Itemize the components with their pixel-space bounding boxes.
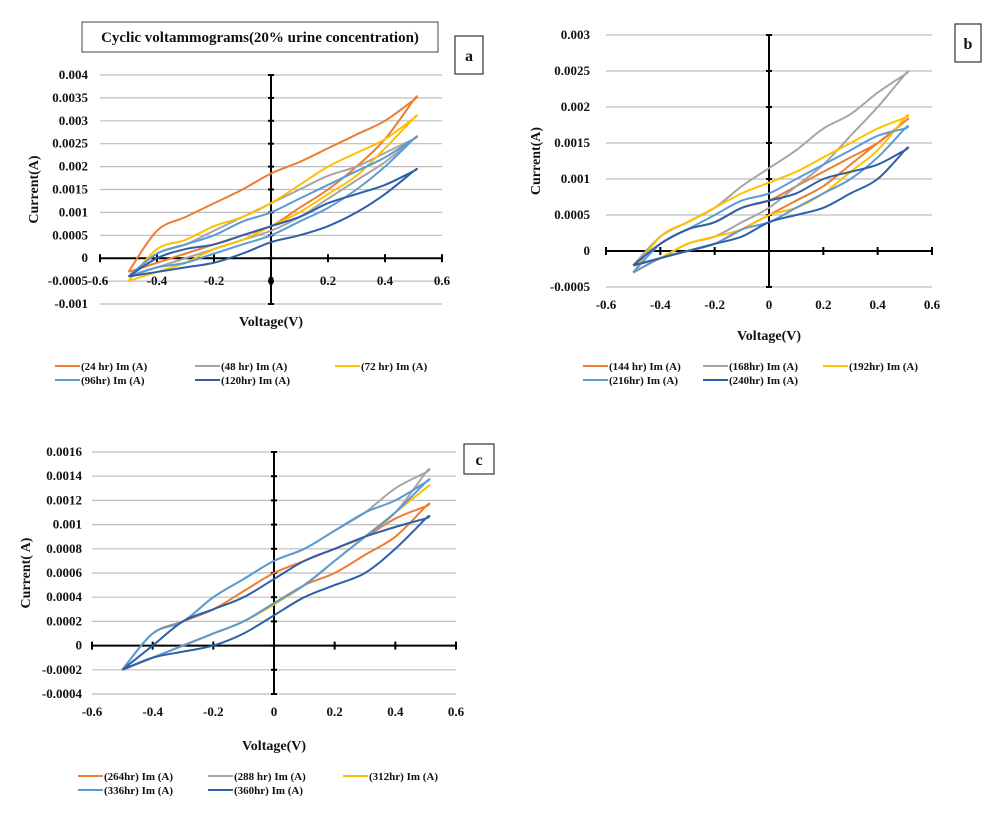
y-tick-label: 0 <box>82 250 89 265</box>
y-tick-label: 0.0006 <box>46 565 82 580</box>
chart-title-box <box>81 21 439 53</box>
chart-a: -0.001 -0.0005 0 0.0005 0.001 0.0015 0.002 0.00… <box>27 21 484 387</box>
x-tick-label: 0 <box>271 704 278 719</box>
x-tick-label: 0.2 <box>320 273 336 288</box>
x-tick-label: 0.4 <box>377 273 394 288</box>
y-tick-label: -0.0004 <box>42 686 83 701</box>
legend-label: (72 hr) Im (A) <box>361 361 428 373</box>
y-tick-label: 0 <box>76 638 83 653</box>
y-axis-title: Current(A) <box>529 127 544 196</box>
legend-label: (168hr) Im (A) <box>729 361 798 373</box>
series-line <box>632 70 910 267</box>
y-tick-label: 0 <box>584 243 591 258</box>
y-tick-label: 0.0015 <box>554 135 590 150</box>
y-tick-label: -0.001 <box>54 296 88 311</box>
y-tick-label: 0.004 <box>59 67 89 82</box>
x-tick-label: -0.6 <box>82 704 103 719</box>
x-tick-label: 0.2 <box>327 704 343 719</box>
series-line <box>121 467 431 671</box>
x-tick-label: -0.4 <box>142 704 163 719</box>
x-tick-label: -0.2 <box>204 273 225 288</box>
legend-label: (216hr) Im (A) <box>609 375 678 387</box>
chart-c: -0.0004 -0.0002 0 0.0002 0.0004 0.0006 0.0008 0… <box>19 443 495 797</box>
y-tick-label: 0.002 <box>561 99 590 114</box>
y-tick-label: 0.001 <box>561 171 590 186</box>
series-line <box>127 135 419 278</box>
y-tick-label: 0.0004 <box>46 589 82 604</box>
x-axis-title: Voltage(V) <box>242 739 306 754</box>
panel-label: a <box>465 48 473 65</box>
legend-label: (120hr) Im (A) <box>221 375 290 387</box>
y-tick-label: 0.0014 <box>46 468 82 483</box>
legend-label: (336hr) Im (A) <box>104 785 173 797</box>
panel-label: c <box>475 452 482 469</box>
series-line <box>121 514 431 671</box>
legend-label: (96hr) Im (A) <box>81 375 145 387</box>
x-tick-label: 0 <box>766 297 773 312</box>
x-tick-label: -0.4 <box>147 273 168 288</box>
y-tick-label: 0.003 <box>59 113 89 128</box>
legend-label: (144 hr) Im (A) <box>609 361 681 373</box>
y-axis-title: Current( A) <box>19 537 34 608</box>
series-line <box>632 113 910 274</box>
x-tick-label: 0.6 <box>434 273 451 288</box>
panel-label-box <box>454 35 484 75</box>
series-line <box>127 95 419 273</box>
legend-label: (192hr) Im (A) <box>849 361 918 373</box>
y-axis-title: Current(A) <box>27 155 42 224</box>
x-tick-label: -0.6 <box>88 273 109 288</box>
series-line <box>127 114 419 283</box>
y-tick-label: 0.0016 <box>46 444 82 459</box>
legend-label: (240hr) Im (A) <box>729 375 798 387</box>
x-tick-label: -0.6 <box>596 297 617 312</box>
legend-label: (360hr) Im (A) <box>234 785 303 797</box>
panel-label: b <box>964 36 973 53</box>
x-axis-title: Voltage(V) <box>737 329 801 344</box>
panel-label-box <box>463 443 495 475</box>
chart-b: -0.0005 0 0.0005 0.001 0.0015 0.002 0.0025 0.00… <box>529 23 982 387</box>
x-tick-label: 0.2 <box>815 297 831 312</box>
chart-title: Cyclic voltammograms(20% urine concentra… <box>101 30 419 46</box>
y-tick-label: 0.0025 <box>52 136 88 151</box>
series-line <box>632 146 910 267</box>
y-tick-label: -0.0005 <box>550 279 591 294</box>
y-tick-label: 0.0015 <box>52 182 88 197</box>
series-line <box>127 135 419 278</box>
y-tick-label: -0.0005 <box>48 273 89 288</box>
y-tick-label: 0.0002 <box>46 613 82 628</box>
legend-label: (48 hr) Im (A) <box>221 361 288 373</box>
x-tick-label: -0.2 <box>203 704 224 719</box>
y-tick-label: 0.0035 <box>52 90 88 105</box>
series-line <box>632 125 910 274</box>
legend-label: (288 hr) Im (A) <box>234 771 306 783</box>
y-tick-label: 0.001 <box>53 517 82 532</box>
legend-label: (24 hr) Im (A) <box>81 361 148 373</box>
x-tick-label: 0.6 <box>924 297 941 312</box>
x-tick-label: -0.4 <box>650 297 671 312</box>
y-tick-label: 0.0008 <box>46 541 82 556</box>
y-tick-label: 0.0005 <box>554 207 590 222</box>
y-tick-label: 0.003 <box>561 27 591 42</box>
x-tick-label: -0.2 <box>704 297 725 312</box>
x-tick-label: 0.6 <box>448 704 465 719</box>
series-line <box>121 478 431 671</box>
series-line <box>127 167 419 278</box>
y-tick-label: 0.0005 <box>52 227 88 242</box>
y-tick-label: 0.001 <box>59 204 88 219</box>
x-tick-label: 0.4 <box>387 704 404 719</box>
y-tick-label: 0.0012 <box>46 492 82 507</box>
y-tick-label: 0.0025 <box>554 63 590 78</box>
legend-label: (264hr) Im (A) <box>104 771 173 783</box>
y-tick-label: -0.0002 <box>42 662 82 677</box>
x-axis-title: Voltage(V) <box>239 315 303 330</box>
x-tick-label: 0.4 <box>870 297 887 312</box>
y-tick-label: 0.002 <box>59 159 88 174</box>
legend-label: (312hr) Im (A) <box>369 771 438 783</box>
x-tick-label: 0 <box>268 273 275 288</box>
panel-label-box <box>954 23 982 63</box>
